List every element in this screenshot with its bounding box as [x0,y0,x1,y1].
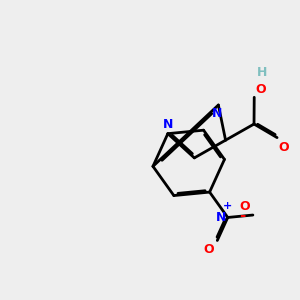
Text: N: N [212,107,222,120]
Text: N: N [163,118,173,131]
Text: H: H [257,67,267,80]
Text: +: + [223,201,232,211]
Text: O: O [279,141,289,154]
Text: O: O [256,83,266,96]
Text: -: - [239,208,245,223]
Text: N: N [216,211,226,224]
Text: O: O [239,200,250,213]
Text: O: O [204,243,214,256]
